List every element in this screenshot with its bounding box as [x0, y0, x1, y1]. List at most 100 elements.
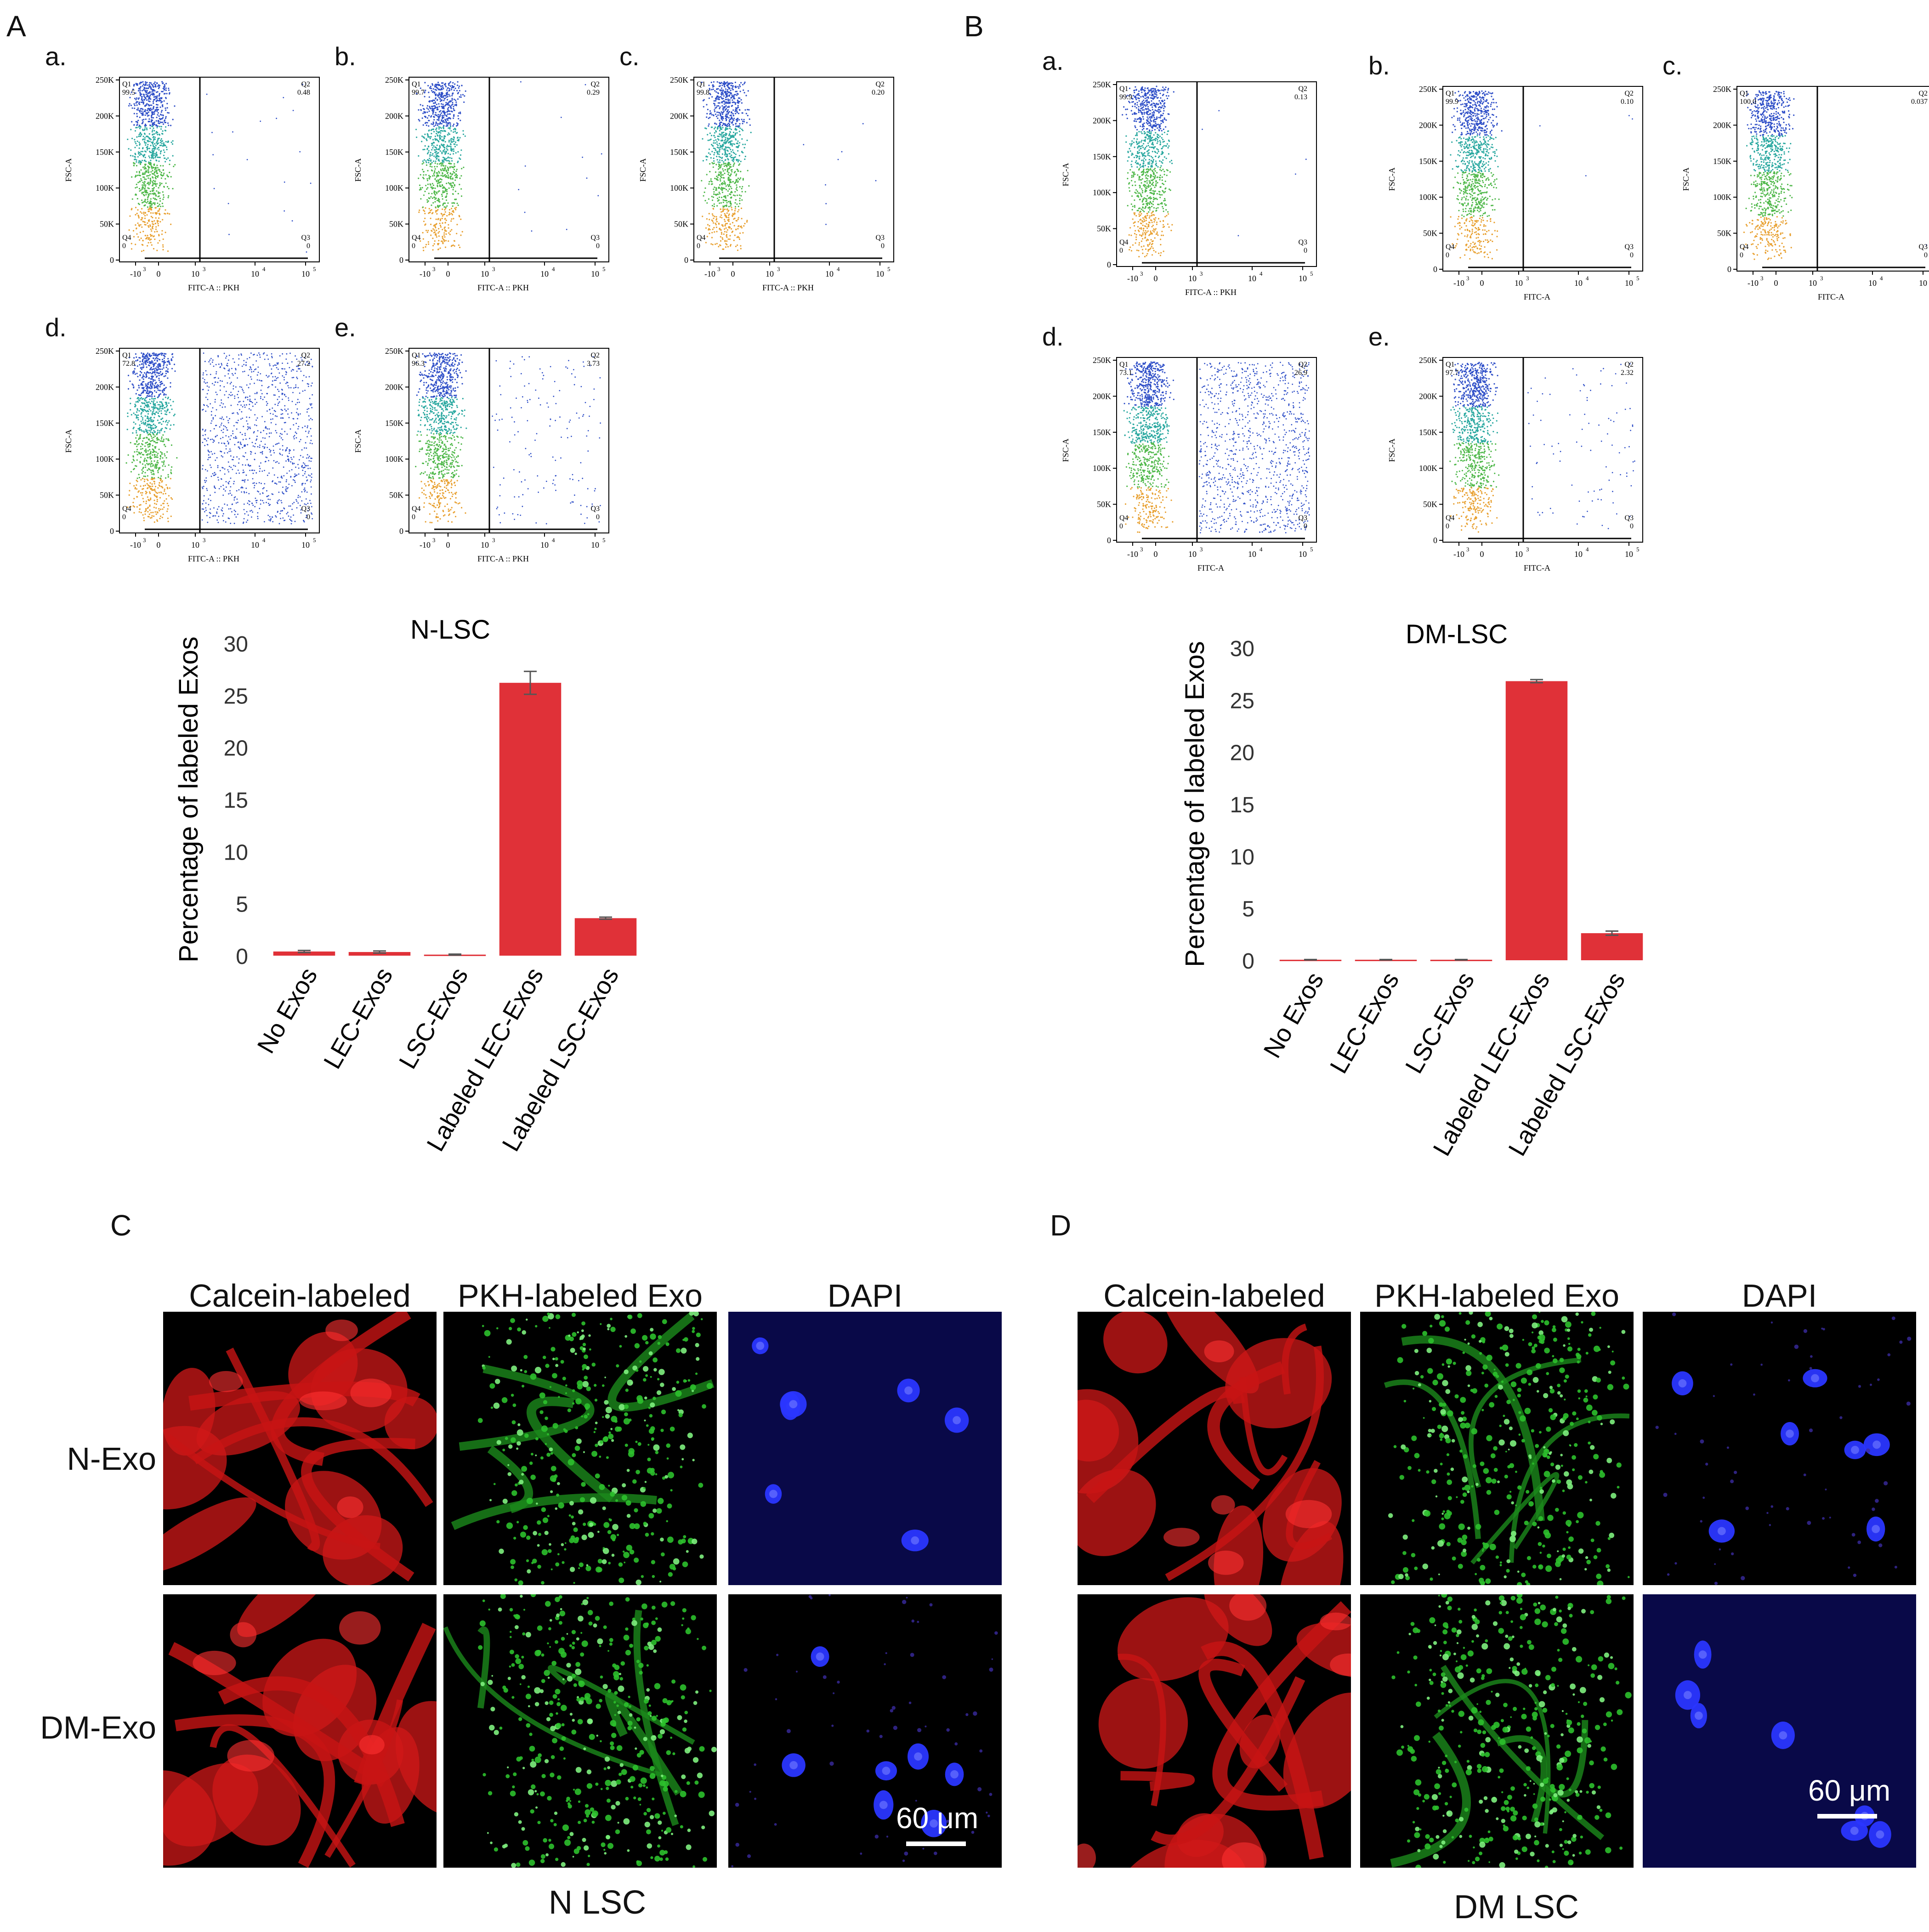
column-header-pkh-d: PKH-labeled Exo: [1374, 1278, 1620, 1314]
x-axis-label: FITC-A :: PKH: [1185, 288, 1237, 297]
micrograph-c-n-pkh: [443, 1312, 717, 1585]
y-axis-label: FSC-A: [64, 429, 73, 453]
y-tick-label: 150K: [385, 419, 403, 428]
x-tick-exponent: 3: [203, 266, 206, 272]
x-tick-exponent: 3: [432, 537, 436, 544]
y-tick-label: 100K: [1713, 193, 1731, 202]
bar: [273, 951, 335, 956]
x-tick-label: 10: [1625, 278, 1633, 288]
x-tick-label: 10: [191, 540, 199, 550]
x-tick-label: 10: [1299, 274, 1307, 283]
x-axis-label: FITC-A: [1818, 292, 1844, 301]
x-tick-label: 10: [1625, 550, 1633, 559]
micrograph-d-dm-pkh: [1360, 1594, 1634, 1868]
quadrant-q4-name: Q4: [122, 505, 131, 513]
y-tick-label: 100K: [96, 454, 114, 464]
quadrant-q1-value: 73.1: [1119, 369, 1132, 377]
micrograph-d-n-dapi: [1643, 1312, 1916, 1585]
quadrant-q2-value: 26.9: [1294, 369, 1307, 377]
x-tick-label: 0: [446, 540, 450, 550]
x-tick-label: 10: [251, 269, 259, 278]
y-tick-label: 200K: [96, 111, 114, 120]
micrograph-c-dm-dapi: [728, 1594, 1002, 1868]
x-tick-exponent: 5: [1636, 546, 1640, 553]
quadrant-q4-value: 0: [122, 513, 126, 521]
y-tick-label: 50K: [1717, 229, 1731, 238]
y-tick-label: 200K: [1713, 120, 1731, 130]
x-tick-label: 10: [301, 269, 310, 278]
x-tick-label: 10: [591, 540, 599, 550]
micrograph-c-n-calcein: [163, 1312, 437, 1585]
quadrant-q4-name: Q4: [697, 234, 706, 242]
row-header-n-exo: N-Exo: [67, 1441, 156, 1477]
y-tick-label: 0: [684, 255, 688, 265]
y-tick-label: 30: [224, 632, 248, 657]
category-label: LSC-Exos: [394, 963, 474, 1074]
caption-dm-lsc: DM LSC: [1453, 1889, 1579, 1926]
x-tick-exponent: 4: [1586, 546, 1589, 553]
quadrant-q2-name: Q2: [1624, 90, 1634, 97]
x-tick-label: 10: [876, 269, 884, 278]
quadrant-q4-name: Q4: [122, 234, 131, 242]
y-tick-label: 150K: [385, 147, 403, 157]
quadrant-q1-value: 99.8: [697, 89, 709, 96]
x-tick-exponent: 5: [1310, 546, 1313, 553]
x-tick-exponent: 4: [262, 537, 266, 544]
x-tick-exponent: 3: [492, 266, 495, 272]
quadrant-q3-name: Q3: [590, 234, 600, 242]
quadrant-q3-name: Q3: [301, 505, 310, 513]
x-tick-label: 10: [1574, 550, 1583, 559]
subplot-letter: b.: [1368, 51, 1390, 80]
x-tick-exponent: 5: [887, 266, 891, 272]
x-tick-label: 10: [1188, 550, 1197, 559]
x-tick-label: 10: [1299, 550, 1307, 559]
y-tick-label: 5: [236, 893, 248, 917]
x-tick-label: 10: [1515, 278, 1523, 288]
x-tick-label: -10: [704, 269, 715, 278]
quadrant-q2-name: Q2: [1624, 361, 1634, 368]
y-axis-label: FSC-A: [638, 158, 647, 181]
category-label: LSC-Exos: [1400, 968, 1480, 1078]
quadrant-q3-value: 0: [306, 242, 310, 250]
x-tick-exponent: 5: [1310, 270, 1313, 277]
y-tick-label: 50K: [389, 491, 403, 500]
y-tick-label: 15: [1230, 793, 1254, 817]
x-axis-label: FITC-A: [1197, 563, 1224, 572]
x-tick-exponent: 3: [1140, 270, 1143, 277]
quadrant-q3-value: 0: [1304, 247, 1307, 255]
x-tick-label: -10: [1127, 274, 1138, 283]
quadrant-q1-name: Q1: [412, 351, 421, 359]
y-tick-label: 150K: [1713, 157, 1731, 166]
y-tick-label: 50K: [1097, 500, 1111, 509]
x-tick-exponent: 3: [143, 537, 146, 544]
y-tick-label: 0: [236, 945, 248, 969]
x-tick-label: -10: [130, 269, 141, 278]
quadrant-q2-value: 0.20: [872, 89, 885, 96]
flow-cytometry-plot: 250K200K150K100K50K0FSC-A-1030103104105F…: [1679, 83, 1929, 322]
bar: [499, 683, 562, 956]
quadrant-q1-name: Q1: [1119, 85, 1129, 93]
quadrant-q4-name: Q4: [1446, 243, 1455, 251]
quadrant-q4-value: 0: [412, 242, 415, 250]
quadrant-q4-value: 0: [697, 242, 700, 250]
y-tick-label: 100K: [96, 183, 114, 193]
x-tick-label: 0: [1480, 550, 1484, 559]
y-axis-label: FSC-A: [1387, 438, 1396, 462]
y-axis-label: FSC-A: [1061, 163, 1070, 186]
quadrant-q1-value: 100.0: [1740, 98, 1756, 106]
y-tick-label: 250K: [385, 75, 403, 85]
scale-label-c: 60 μm: [896, 1802, 979, 1835]
x-tick-exponent: 3: [1466, 546, 1469, 553]
x-tick-exponent: 4: [1586, 275, 1589, 282]
quadrant-q1-name: Q1: [412, 80, 421, 88]
quadrant-q3-name: Q3: [301, 234, 310, 242]
quadrant-q3-value: 0: [881, 242, 885, 250]
quadrant-q1-name: Q1: [122, 351, 131, 359]
x-tick-label: 10: [1188, 274, 1197, 283]
panel-label-a: A: [6, 10, 26, 43]
bar-chart-n-lsc: N-LSC 0 5 10 15 20 25 30 Percentage of labeled E…: [174, 616, 637, 1156]
y-tick-label: 100K: [670, 183, 688, 193]
subplot-letter: c.: [1662, 51, 1683, 80]
